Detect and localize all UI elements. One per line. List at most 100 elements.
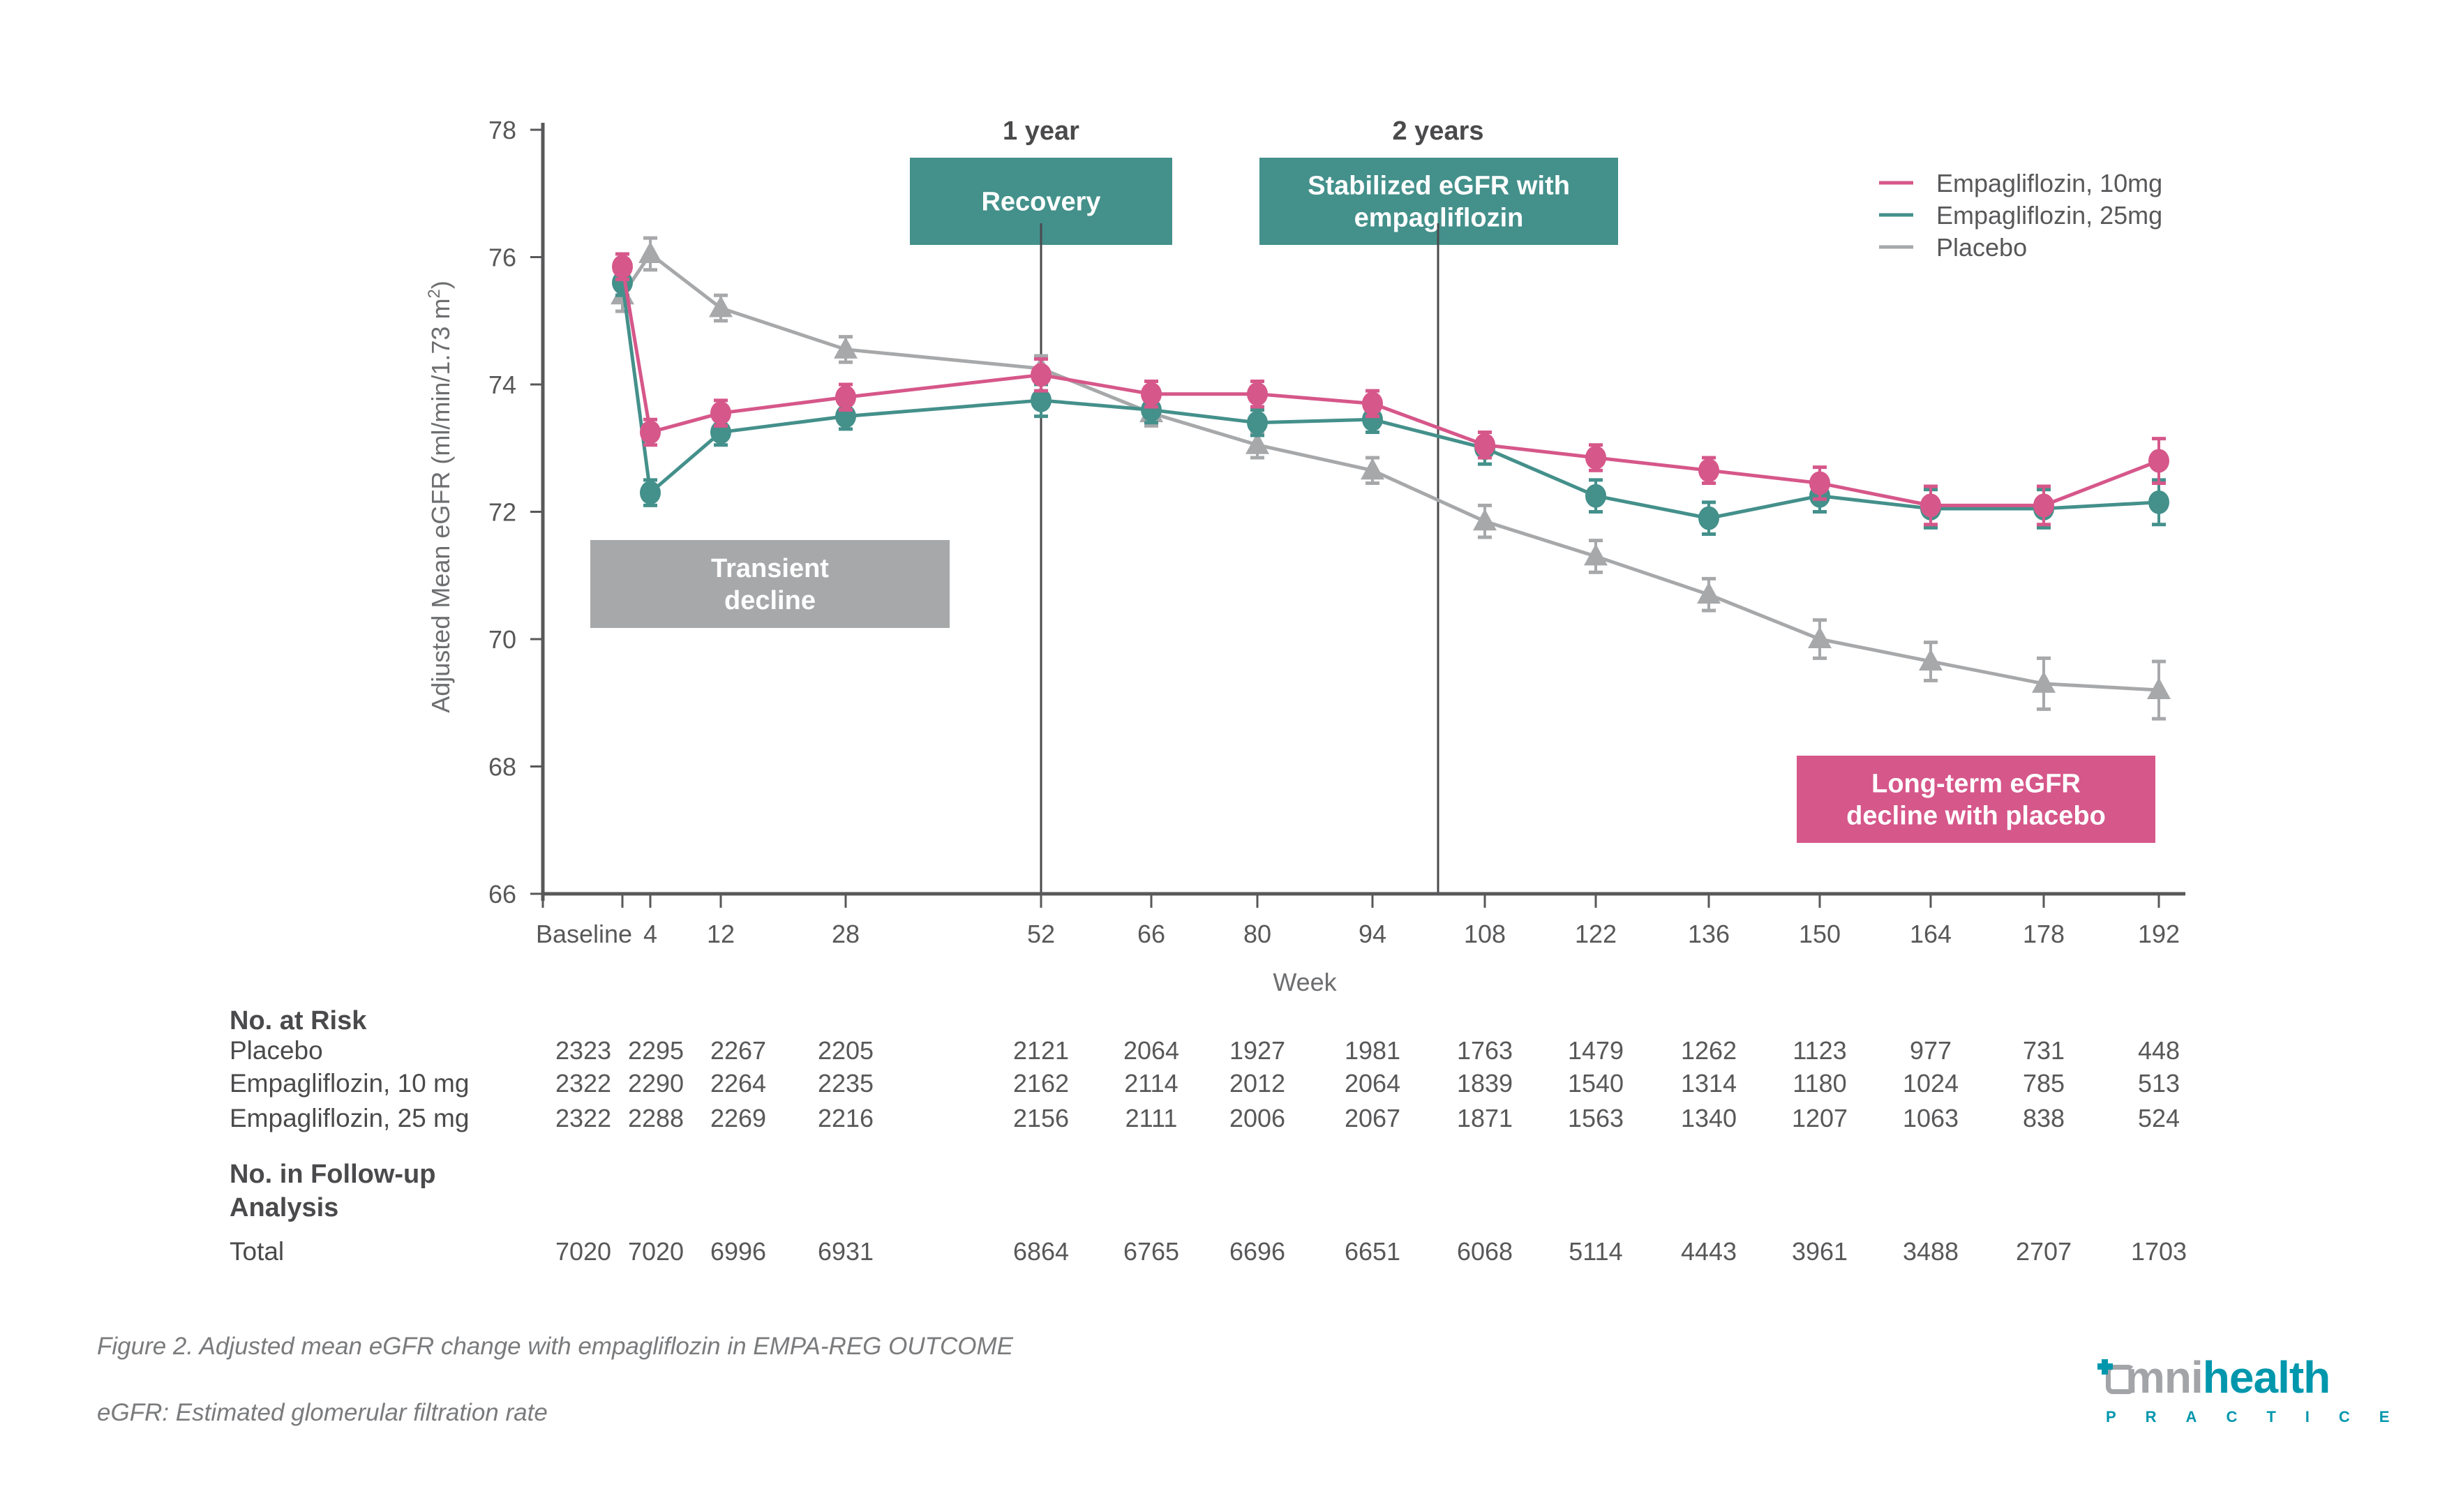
- table-cell: 2012: [1229, 1069, 1285, 1098]
- table-row-label: Total: [230, 1237, 284, 1266]
- table-cell: 2111: [1125, 1104, 1178, 1132]
- table-cell: 2006: [1229, 1104, 1285, 1132]
- y-tick-label: 72: [488, 498, 516, 527]
- series-line-empagliflozin-10mg: [620, 266, 2160, 507]
- annotation-box-recovery-text: Recovery: [981, 188, 1100, 217]
- data-point: [1808, 627, 1832, 648]
- data-point: [1245, 432, 1269, 454]
- table-cell: 1262: [1681, 1036, 1737, 1065]
- table-cell: 3488: [1903, 1237, 1959, 1266]
- x-tick-label: 66: [1137, 920, 1165, 948]
- data-point: [2033, 493, 2054, 518]
- table-cell: 6996: [710, 1237, 766, 1266]
- period-label-2: 2 years: [1392, 117, 1483, 146]
- table-cell: 2216: [818, 1104, 874, 1132]
- table-cell: 6651: [1345, 1237, 1400, 1266]
- table-cell: 1314: [1681, 1069, 1737, 1098]
- table-row-label: Empagliflozin, 25 mg: [230, 1104, 469, 1132]
- logo-omni: mni: [2125, 1352, 2204, 1402]
- data-point: [1141, 382, 1162, 406]
- table-cell: 1180: [1793, 1069, 1846, 1098]
- table-cell: 513: [2138, 1069, 2180, 1098]
- logo-tagline: PRACTICE: [2106, 1408, 2419, 1425]
- table-cell: 6931: [818, 1237, 874, 1266]
- series-empagliflozin-10mg: [612, 252, 2169, 527]
- table-cell: 2295: [628, 1036, 684, 1065]
- table-row-label: Empagliflozin, 10 mg: [230, 1069, 469, 1098]
- table-cell: 1703: [2131, 1237, 2187, 1266]
- legend: Empagliflozin, 10mg Empagliflozin, 25mg Pl…: [1879, 169, 2162, 262]
- x-tick-label: 122: [1575, 920, 1617, 948]
- table-cell: 5114: [1569, 1237, 1622, 1266]
- data-point: [1809, 471, 1830, 495]
- period-label-1: 1 year: [1003, 117, 1079, 146]
- table-cell: 448: [2138, 1036, 2180, 1065]
- table-cell: 2267: [710, 1036, 766, 1065]
- table-cell: 2322: [555, 1104, 611, 1132]
- table-cell: 2290: [628, 1069, 684, 1098]
- table-cell: 2162: [1013, 1069, 1069, 1098]
- table-cell: 524: [2138, 1104, 2180, 1132]
- y-tick-label: 74: [488, 370, 516, 399]
- y-tick-label: 76: [488, 244, 516, 272]
- legend-label: Empagliflozin, 25mg: [1936, 201, 2162, 230]
- table-cell: 2156: [1013, 1104, 1069, 1132]
- y-axis-title-close: ): [426, 280, 455, 289]
- table-cell: 6765: [1123, 1237, 1179, 1266]
- data-point: [1697, 582, 1721, 604]
- table-cell: 1563: [1568, 1104, 1624, 1132]
- data-point: [2147, 678, 2171, 699]
- table-cell: 785: [2023, 1069, 2065, 1098]
- data-point: [710, 401, 731, 426]
- table-cell: 1839: [1457, 1069, 1513, 1098]
- table-cell: 1063: [1903, 1104, 1959, 1132]
- data-point: [1474, 433, 1495, 457]
- data-point: [1584, 544, 1608, 566]
- data-point: [1585, 484, 1606, 508]
- table-cell: 2707: [2016, 1237, 2072, 1266]
- x-tick-label: 150: [1799, 920, 1841, 948]
- x-tick-label: 12: [707, 920, 735, 948]
- x-tick-label: 192: [2138, 920, 2180, 948]
- data-point: [1247, 382, 1268, 406]
- annotation-box-transient-text: decline: [724, 586, 816, 615]
- x-tick-label: 52: [1027, 920, 1055, 948]
- data-point: [1920, 493, 1941, 518]
- table-cell: 7020: [628, 1237, 684, 1266]
- data-point: [1585, 445, 1606, 470]
- data-point: [834, 336, 858, 359]
- x-tick-label: 164: [1910, 920, 1952, 948]
- at-risk-heading: No. at Risk: [230, 1006, 367, 1035]
- table-cell: 1479: [1568, 1036, 1624, 1065]
- data-point: [835, 385, 856, 410]
- data-point: [2148, 490, 2169, 514]
- data-point: [640, 420, 661, 444]
- annotation-layer: Transient decline Recovery Stabilized eGFR …: [590, 117, 2155, 894]
- axes: 66 68 70 72 74 76 78 Baseline 4 12 28 52 66 80 94 108 12…: [425, 116, 2185, 996]
- speech-bubble-icon: [2106, 1365, 2135, 1394]
- y-tick-label: 66: [488, 880, 516, 908]
- annotation-box-longterm: [1797, 756, 2155, 843]
- data-point: [612, 255, 633, 279]
- data-point: [640, 481, 661, 505]
- table-cell: 6068: [1457, 1237, 1513, 1266]
- table-cell: 1340: [1681, 1104, 1737, 1132]
- x-tick-label: 80: [1243, 920, 1271, 948]
- table-cell: 1540: [1568, 1069, 1624, 1098]
- data-point: [1031, 388, 1052, 412]
- table-cell: 1927: [1229, 1036, 1285, 1065]
- x-axis-title: Week: [1273, 968, 1337, 996]
- series-layer: [611, 236, 2171, 721]
- data-point: [1361, 458, 1384, 480]
- x-tick-label: 4: [643, 920, 657, 948]
- table-cell: 1024: [1903, 1069, 1959, 1098]
- table-cell: 6864: [1013, 1237, 1069, 1266]
- data-point: [1919, 648, 1943, 671]
- table-cell: 2064: [1345, 1069, 1400, 1098]
- x-tick-label: 94: [1359, 920, 1386, 948]
- table-cell: 2121: [1013, 1036, 1069, 1065]
- table-cell: 2269: [710, 1104, 766, 1132]
- table-cell: 2323: [555, 1036, 611, 1065]
- table-cell: 2235: [818, 1069, 874, 1098]
